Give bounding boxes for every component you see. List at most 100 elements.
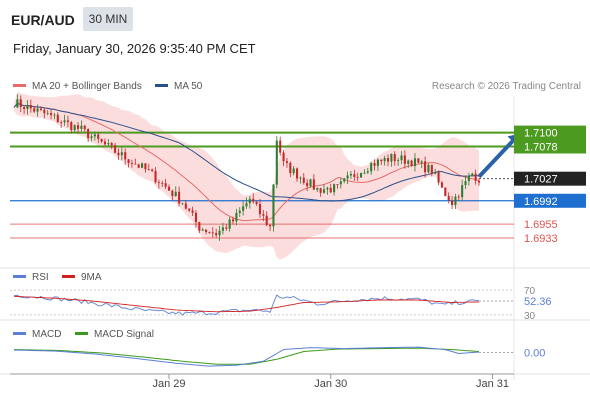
candle-body <box>242 206 245 211</box>
candle <box>191 206 194 217</box>
level-label-1.7078: 1.7078 <box>524 141 558 153</box>
candle <box>265 211 268 227</box>
candle-body <box>245 203 248 207</box>
candle <box>154 167 157 184</box>
candle <box>464 175 467 190</box>
timeframe-button[interactable]: 30 MIN <box>83 7 133 31</box>
candle <box>181 202 184 205</box>
candle <box>103 138 107 146</box>
candle-body <box>225 227 228 229</box>
level-badge-1.7078 <box>514 139 586 154</box>
candle <box>316 187 319 192</box>
candle-body <box>360 173 363 178</box>
candle-body <box>248 198 251 204</box>
candle <box>130 159 133 168</box>
candle-body <box>70 122 73 131</box>
candle <box>235 208 238 226</box>
candle-body <box>420 161 423 163</box>
candle <box>218 225 221 241</box>
x-tick-label: Jan 29 <box>152 378 185 390</box>
candle-body <box>151 169 154 171</box>
candle <box>474 169 477 185</box>
candle-body <box>73 125 76 131</box>
candle <box>333 183 336 196</box>
candle <box>127 159 130 168</box>
candle-body <box>188 208 191 211</box>
candle <box>370 161 373 175</box>
candle-body <box>117 152 120 156</box>
candle <box>50 109 53 120</box>
candle <box>36 104 39 117</box>
candle <box>134 158 137 165</box>
candle-body <box>403 155 406 164</box>
candle <box>56 112 59 124</box>
candle <box>373 159 376 171</box>
candle <box>164 178 167 190</box>
rsi-line <box>13 294 480 316</box>
candle <box>279 136 282 156</box>
candle-body <box>26 105 29 110</box>
candle-body <box>477 180 481 183</box>
ma50-line <box>13 102 480 202</box>
candle-body <box>56 114 59 123</box>
candle <box>269 223 272 231</box>
candle-body <box>457 196 460 198</box>
candle <box>356 172 359 181</box>
candle-body <box>46 113 49 114</box>
candle-body <box>356 176 359 178</box>
candle-body <box>76 125 80 129</box>
candle <box>211 227 214 238</box>
candle <box>231 216 235 225</box>
candle-body <box>279 140 282 153</box>
candle-body <box>285 161 288 163</box>
candle <box>184 199 187 210</box>
candle-body <box>255 201 258 204</box>
candle-body <box>376 159 379 166</box>
candle-body <box>444 187 447 196</box>
candle <box>73 124 76 133</box>
candle-body <box>319 188 322 193</box>
candle <box>272 184 275 232</box>
candle <box>383 155 386 166</box>
candle-body <box>386 158 390 162</box>
candle-body <box>66 120 69 123</box>
candle-body <box>464 181 467 186</box>
candle <box>363 169 366 175</box>
candle <box>454 193 457 209</box>
candle-body <box>36 108 39 112</box>
candle-body <box>349 174 353 176</box>
ma20-swatch <box>13 83 26 87</box>
rsi-tick-30: 30 <box>524 311 536 322</box>
candle-body <box>333 184 336 193</box>
candle <box>43 107 46 119</box>
candle <box>410 159 413 167</box>
candle <box>120 146 123 161</box>
candle <box>221 222 224 235</box>
candle-body <box>474 173 477 181</box>
level-badge-1.6992 <box>514 193 586 208</box>
candle-body <box>154 170 157 183</box>
candle <box>33 105 36 114</box>
candle-body <box>258 203 262 215</box>
candle-body <box>400 155 403 161</box>
candle-body <box>238 210 241 213</box>
rsi-ma-line <box>13 295 480 313</box>
candle <box>299 176 302 184</box>
candle <box>440 181 443 188</box>
candle-body <box>218 230 221 236</box>
macd-last-value: 0.00 <box>524 348 545 360</box>
candle-body <box>302 177 305 183</box>
candle-body <box>50 113 53 116</box>
candle <box>63 114 66 126</box>
ma50-swatch <box>155 83 168 87</box>
candle <box>107 138 110 146</box>
candle-body <box>397 160 400 162</box>
candle <box>245 197 248 209</box>
candle <box>292 166 295 176</box>
candle <box>424 156 427 178</box>
candle-body <box>208 231 211 233</box>
candle <box>447 192 450 204</box>
candle <box>397 157 400 166</box>
legend-macd: MACD <box>13 329 61 340</box>
